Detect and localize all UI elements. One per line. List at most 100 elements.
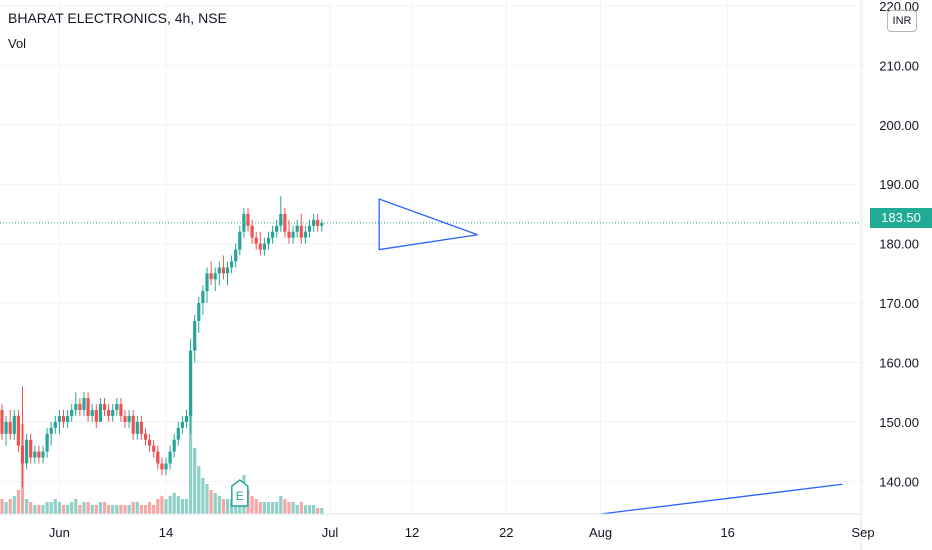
candle[interactable]: [250, 219, 254, 244]
candle[interactable]: [139, 415, 143, 440]
candle[interactable]: [230, 255, 234, 274]
candle[interactable]: [115, 398, 119, 416]
candle[interactable]: [37, 445, 41, 464]
volume-bar: [184, 499, 189, 514]
candle[interactable]: [197, 297, 201, 333]
candle[interactable]: [295, 219, 299, 238]
candle[interactable]: [111, 404, 115, 422]
candle[interactable]: [262, 237, 266, 256]
candle[interactable]: [20, 386, 25, 488]
candle[interactable]: [316, 213, 320, 232]
volume-bar: [254, 499, 258, 514]
candle[interactable]: [53, 415, 57, 434]
candle[interactable]: [258, 231, 262, 256]
candle[interactable]: [98, 398, 102, 422]
candle[interactable]: [16, 410, 20, 452]
candle[interactable]: [135, 415, 139, 440]
candle[interactable]: [189, 338, 193, 434]
candle[interactable]: [49, 421, 53, 446]
candle[interactable]: [254, 231, 258, 250]
candle[interactable]: [234, 243, 238, 268]
volume-bar: [299, 502, 303, 514]
candle[interactable]: [205, 267, 209, 304]
candle[interactable]: [172, 433, 176, 458]
candle[interactable]: [152, 439, 156, 458]
candle-body: [193, 320, 197, 351]
candle[interactable]: [4, 415, 8, 446]
candle-body: [119, 404, 123, 416]
candle[interactable]: [131, 410, 135, 440]
candle[interactable]: [33, 445, 37, 464]
candle[interactable]: [160, 457, 164, 476]
candle[interactable]: [164, 457, 168, 476]
candle[interactable]: [279, 196, 283, 232]
candle-body: [8, 421, 12, 434]
candle[interactable]: [209, 261, 213, 286]
candle[interactable]: [82, 392, 86, 416]
candle[interactable]: [107, 404, 111, 422]
candle[interactable]: [242, 207, 246, 238]
candle[interactable]: [70, 404, 74, 422]
candle[interactable]: [148, 433, 152, 452]
candle[interactable]: [312, 213, 316, 232]
candle[interactable]: [78, 398, 82, 416]
candle[interactable]: [246, 207, 250, 232]
candle[interactable]: [25, 433, 29, 470]
candle[interactable]: [275, 219, 279, 238]
candle[interactable]: [102, 398, 107, 416]
candle[interactable]: [303, 225, 307, 244]
candle[interactable]: [61, 410, 66, 428]
candle[interactable]: [66, 410, 70, 428]
candle[interactable]: [90, 404, 94, 422]
candle[interactable]: [156, 445, 160, 470]
candle[interactable]: [307, 219, 312, 238]
drawings[interactable]: [378, 198, 843, 515]
candle[interactable]: [291, 225, 295, 244]
candle[interactable]: [176, 421, 180, 446]
currency-unit-badge[interactable]: INR: [887, 10, 917, 32]
candle[interactable]: [287, 219, 291, 244]
candle[interactable]: [180, 415, 184, 434]
candlesticks[interactable]: [0, 196, 324, 488]
candle[interactable]: [271, 225, 275, 244]
time-axis[interactable]: Jun 14 Jul 12 22 Aug 16 Sep: [49, 525, 875, 540]
candle[interactable]: [57, 410, 61, 434]
candle[interactable]: [221, 255, 225, 280]
candle[interactable]: [123, 410, 127, 428]
candle[interactable]: [184, 410, 189, 428]
earnings-marker[interactable]: E: [231, 479, 249, 507]
candle[interactable]: [86, 392, 90, 422]
candle[interactable]: [143, 427, 148, 446]
trend-line-drawing[interactable]: [600, 483, 843, 515]
candle[interactable]: [12, 410, 16, 440]
candle[interactable]: [283, 207, 287, 238]
price-axis[interactable]: 220.00210.00200.00190.00180.00170.00160.…: [879, 0, 919, 489]
candle[interactable]: [299, 213, 303, 244]
candle-body: [90, 410, 94, 416]
volume-indicator-label[interactable]: Vol: [8, 36, 27, 51]
candle[interactable]: [168, 445, 172, 470]
triangle-pattern-drawing[interactable]: [378, 198, 478, 251]
candle[interactable]: [225, 261, 230, 286]
symbol-title[interactable]: BHARAT ELECTRONICS, 4h, NSE: [8, 10, 227, 26]
candle[interactable]: [213, 267, 217, 292]
candle[interactable]: [238, 225, 242, 256]
time-tick-label: 12: [405, 525, 419, 540]
candle[interactable]: [0, 404, 4, 440]
candle[interactable]: [217, 261, 221, 286]
candle[interactable]: [74, 392, 78, 416]
candle[interactable]: [8, 410, 12, 440]
candle[interactable]: [41, 445, 45, 464]
volume-bar: [225, 499, 230, 514]
candle[interactable]: [29, 433, 33, 464]
candle[interactable]: [119, 398, 123, 422]
candle[interactable]: [266, 231, 271, 250]
price-tick-label: 170.00: [879, 296, 919, 311]
candle[interactable]: [193, 314, 197, 363]
candle[interactable]: [94, 404, 98, 428]
candle[interactable]: [201, 285, 205, 315]
candle[interactable]: [127, 410, 131, 428]
candle[interactable]: [320, 219, 324, 232]
candle[interactable]: [45, 427, 49, 458]
